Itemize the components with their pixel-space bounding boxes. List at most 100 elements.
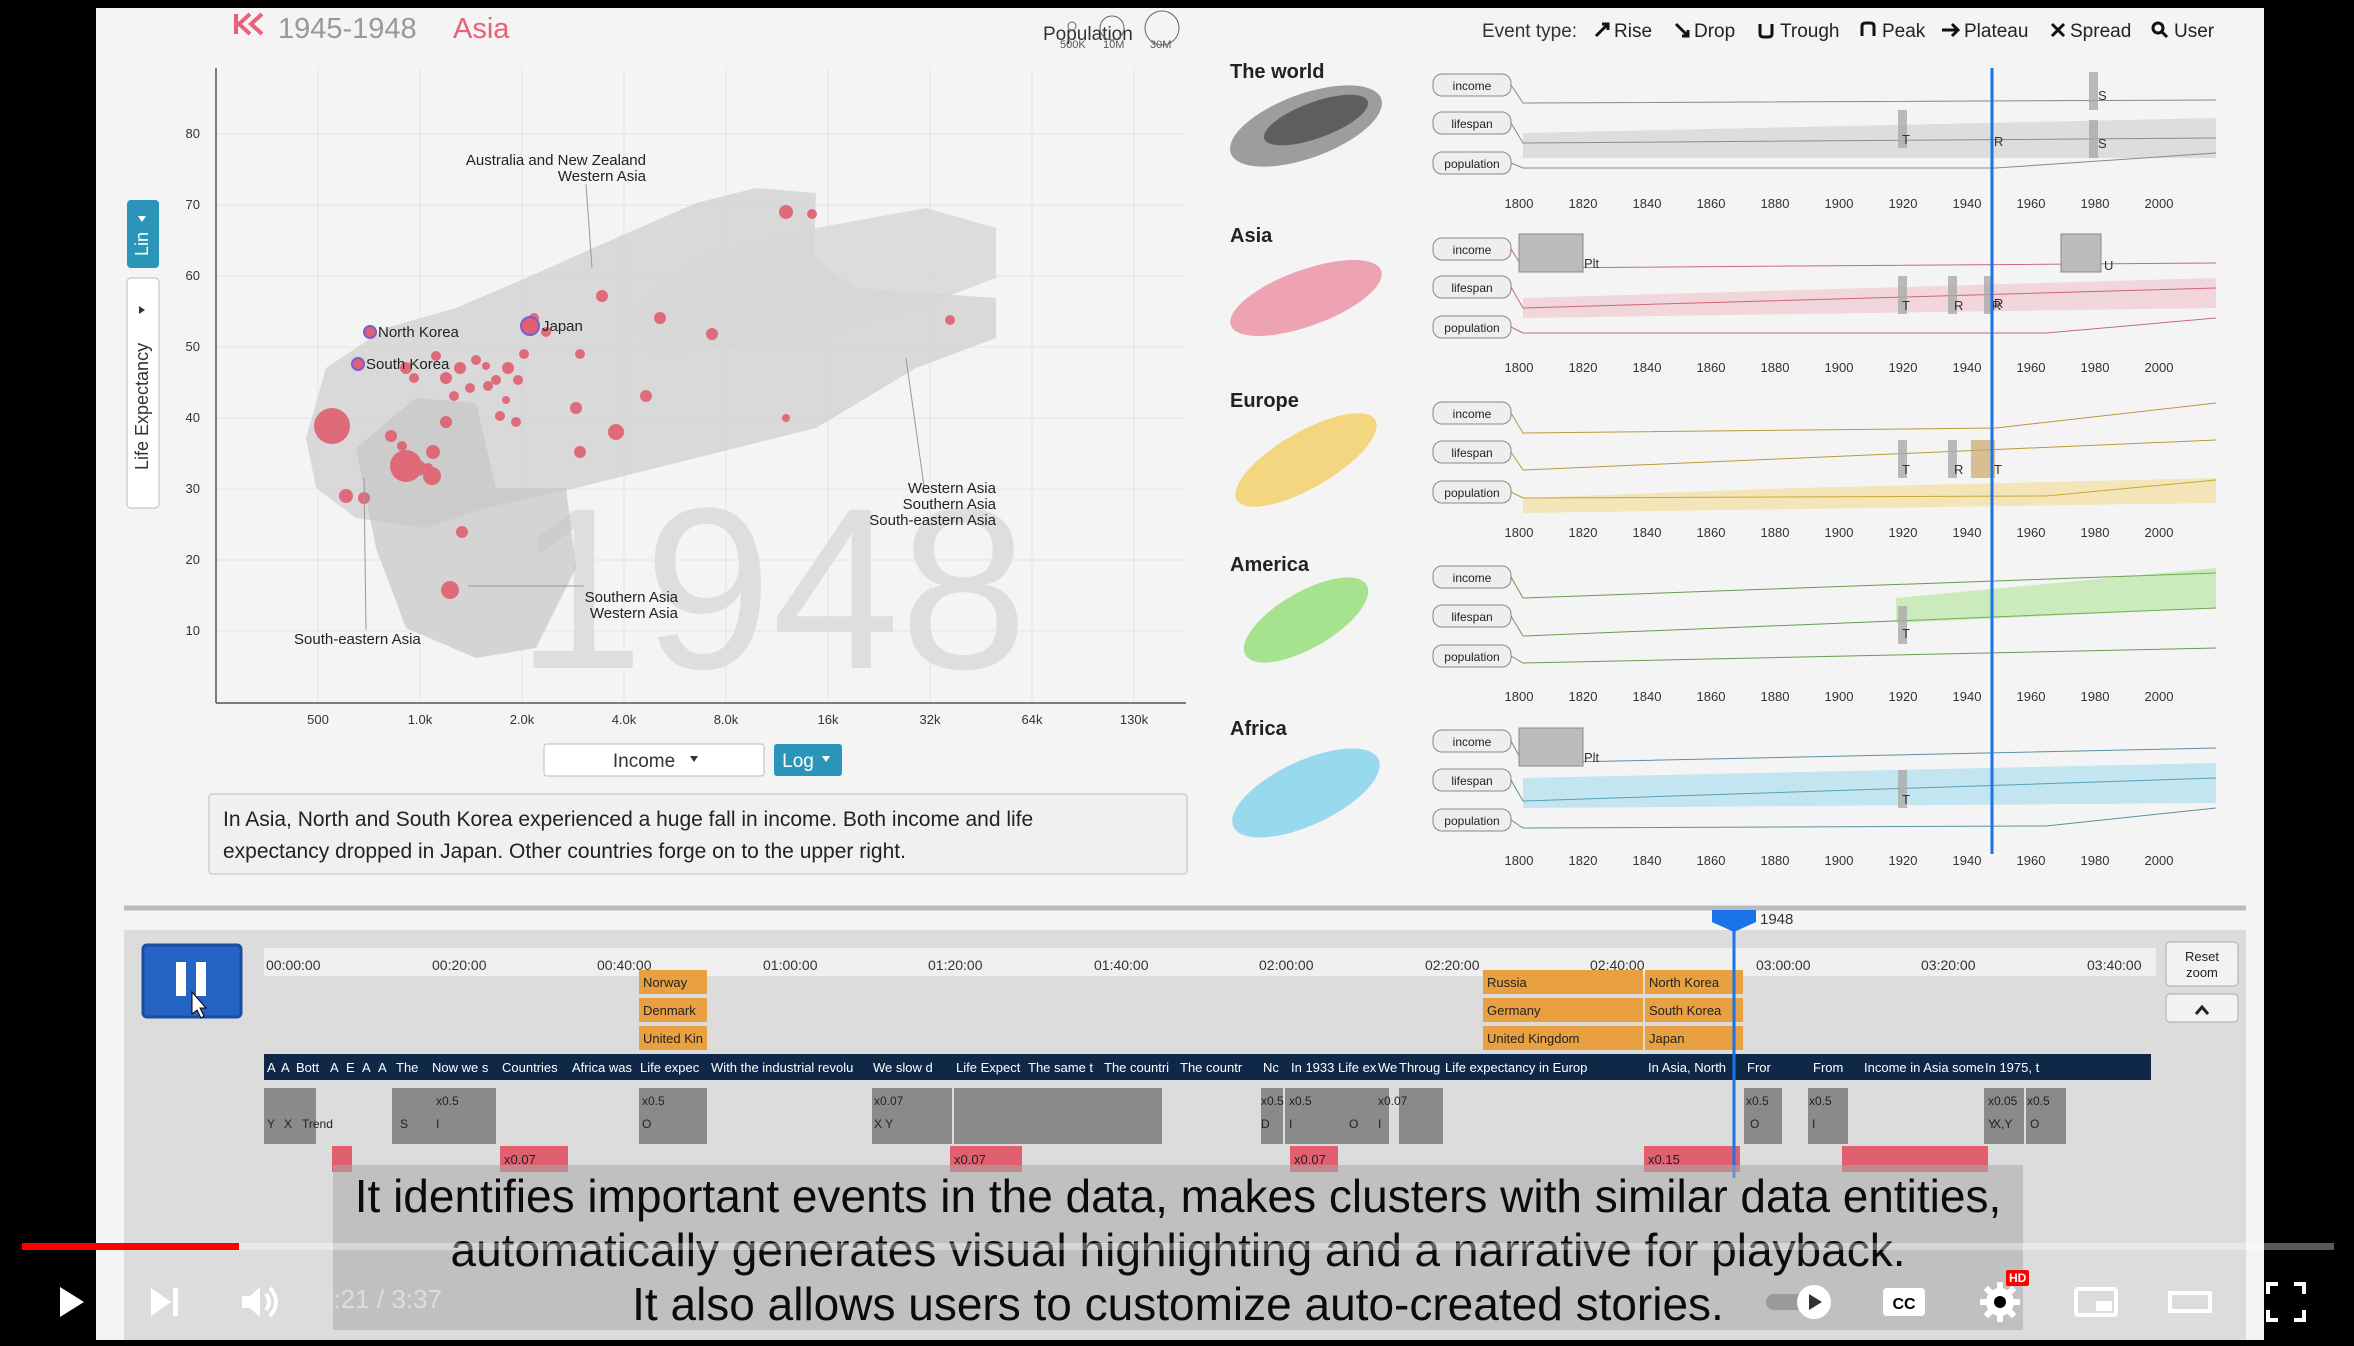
svg-text:1820: 1820 [1569, 689, 1598, 704]
label-se-asia-1: South-eastern Asia [294, 631, 421, 648]
narrative-textbox[interactable]: In Asia, North and South Korea experienc… [208, 793, 1188, 875]
next-icon [151, 1288, 178, 1316]
volume-button[interactable] [230, 1272, 290, 1332]
svg-text:Plt: Plt [1584, 256, 1600, 271]
data-point-large [390, 450, 422, 482]
editor-playhead[interactable]: 1948 [1712, 908, 1842, 1178]
svg-text:Lin: Lin [132, 232, 152, 256]
svg-text:Y: Y [267, 1117, 275, 1131]
video-progress-bar[interactable] [22, 1243, 2334, 1250]
drop-icon [1674, 22, 1690, 38]
label-western-asia-3: Western Asia [590, 605, 679, 622]
svg-text:1820: 1820 [1569, 853, 1598, 868]
svg-text:The countri: The countri [1104, 1060, 1169, 1075]
svg-text:population: population [1444, 650, 1499, 664]
back-button[interactable] [234, 12, 264, 36]
fullscreen-icon [2266, 1282, 2306, 1322]
region-africa: Africa income lifespan population [1230, 718, 2217, 838]
caption-line-1: It identifies important events in the da… [354, 1170, 2002, 1222]
next-button[interactable] [134, 1272, 194, 1332]
caption-line-3: It also allows users to customize auto-c… [632, 1278, 1724, 1330]
svg-text:10: 10 [186, 623, 200, 638]
svg-text:50: 50 [186, 339, 200, 354]
svg-text:1960: 1960 [2017, 196, 2046, 211]
region-europe: Europe income lifespan population [1230, 390, 2217, 513]
svg-text:X,Y: X,Y [1993, 1117, 2012, 1131]
svg-text:1860: 1860 [1697, 853, 1726, 868]
caption-line-2: automatically generates visual highlight… [450, 1224, 1906, 1276]
svg-text:1860: 1860 [1697, 360, 1726, 375]
filter-spread[interactable]: Spread [2070, 21, 2131, 42]
svg-text:1820: 1820 [1569, 360, 1598, 375]
effect-type-labels: Y X Trend S I O X Y D I O I O YI OX,Y [267, 1117, 2039, 1131]
svg-text:16k: 16k [818, 712, 839, 727]
country-clips: Norway Denmark United Kin Russia Germany… [639, 970, 1743, 1050]
play-button[interactable] [40, 1272, 100, 1332]
svg-text:1960: 1960 [2017, 853, 2046, 868]
filter-trough[interactable]: Trough [1780, 21, 1840, 42]
miniplayer-button[interactable] [2066, 1272, 2126, 1332]
effect-track [264, 1088, 2066, 1144]
fullscreen-button[interactable] [2256, 1272, 2316, 1332]
narrative-blocks[interactable]: A A Bott A E A A The Now we s Countries Africa was… [267, 1060, 2040, 1075]
play-pause-button[interactable] [141, 943, 243, 1019]
svg-text:1980: 1980 [2081, 853, 2110, 868]
x-scale-toggle[interactable]: Log [774, 744, 842, 776]
autoplay-toggle[interactable] [1760, 1272, 1840, 1332]
event-type-filters[interactable]: Rise Drop Trough Peak Plateau Spread Use… [1594, 21, 2215, 42]
svg-text:Log: Log [782, 751, 814, 772]
svg-text:1880: 1880 [1761, 689, 1790, 704]
svg-text:1800: 1800 [1505, 360, 1534, 375]
svg-text:income: income [1453, 571, 1492, 585]
region-asia: Asia income lifespan population [1230, 225, 2217, 339]
svg-text:Africa: Africa [1230, 718, 1288, 740]
y-axis-select[interactable]: Life Expectancy [126, 277, 160, 509]
svg-text:Y: Y [1988, 1117, 1996, 1131]
svg-text:1900: 1900 [1825, 360, 1854, 375]
svg-text:D: D [1261, 1117, 1270, 1131]
svg-text:500: 500 [307, 712, 329, 727]
plateau-highlight [1518, 233, 1584, 273]
y-ticks: 80 70 60 50 40 30 20 10 [186, 126, 200, 638]
svg-text:America: America [1230, 554, 1310, 576]
filter-drop[interactable]: Drop [1694, 21, 1735, 42]
svg-text:1940: 1940 [1953, 525, 1982, 540]
y-scale-toggle[interactable]: Lin [127, 200, 159, 268]
year-axis-row-4: 1800 1820 1840 1860 1880 1900 1920 1940 1960 1980… [1505, 689, 2174, 704]
svg-text:1940: 1940 [1953, 853, 1982, 868]
filter-rise[interactable]: Rise [1614, 21, 1652, 42]
svg-text:03:20:00: 03:20:00 [1921, 957, 1976, 973]
svg-text:02:00:00: 02:00:00 [1259, 957, 1314, 973]
svg-text:O: O [642, 1117, 651, 1131]
collapse-button[interactable] [2165, 993, 2239, 1023]
settings-button[interactable]: HD [1968, 1270, 2032, 1332]
year-axis-row-1: 1800 1820 1840 1860 1880 1900 1920 1940 1960 1980… [1505, 196, 2174, 211]
svg-text:02:40:00: 02:40:00 [1590, 957, 1645, 973]
svg-text:lifespan: lifespan [1451, 446, 1492, 460]
x-axis-select[interactable]: Income [543, 743, 765, 777]
svg-text:x0.5: x0.5 [642, 1094, 665, 1108]
theater-mode-button[interactable] [2160, 1272, 2220, 1332]
svg-text:A: A [267, 1060, 276, 1075]
captions-button[interactable]: CC [1874, 1272, 1934, 1332]
svg-text:x0.07: x0.07 [1294, 1152, 1326, 1167]
pause-icon [176, 962, 186, 996]
svg-text:x0.5: x0.5 [436, 1094, 459, 1108]
svg-text:1940: 1940 [1953, 689, 1982, 704]
filter-plateau[interactable]: Plateau [1964, 21, 2028, 42]
svg-text:Fror: Fror [1747, 1060, 1772, 1075]
label-japan: Japan [542, 318, 583, 335]
filter-user[interactable]: User [2174, 21, 2215, 42]
clip-norway[interactable] [639, 970, 707, 994]
svg-text:1840: 1840 [1633, 360, 1662, 375]
svg-text:1840: 1840 [1633, 196, 1662, 211]
svg-text:1960: 1960 [2017, 689, 2046, 704]
progress-played [22, 1243, 240, 1250]
region-title: Asia [453, 13, 510, 45]
svg-text:x0.15: x0.15 [1648, 1152, 1680, 1167]
svg-text:2000: 2000 [2145, 853, 2174, 868]
region-the-world: The world income lifespan population [1230, 61, 2217, 175]
filter-peak[interactable]: Peak [1882, 21, 1926, 42]
